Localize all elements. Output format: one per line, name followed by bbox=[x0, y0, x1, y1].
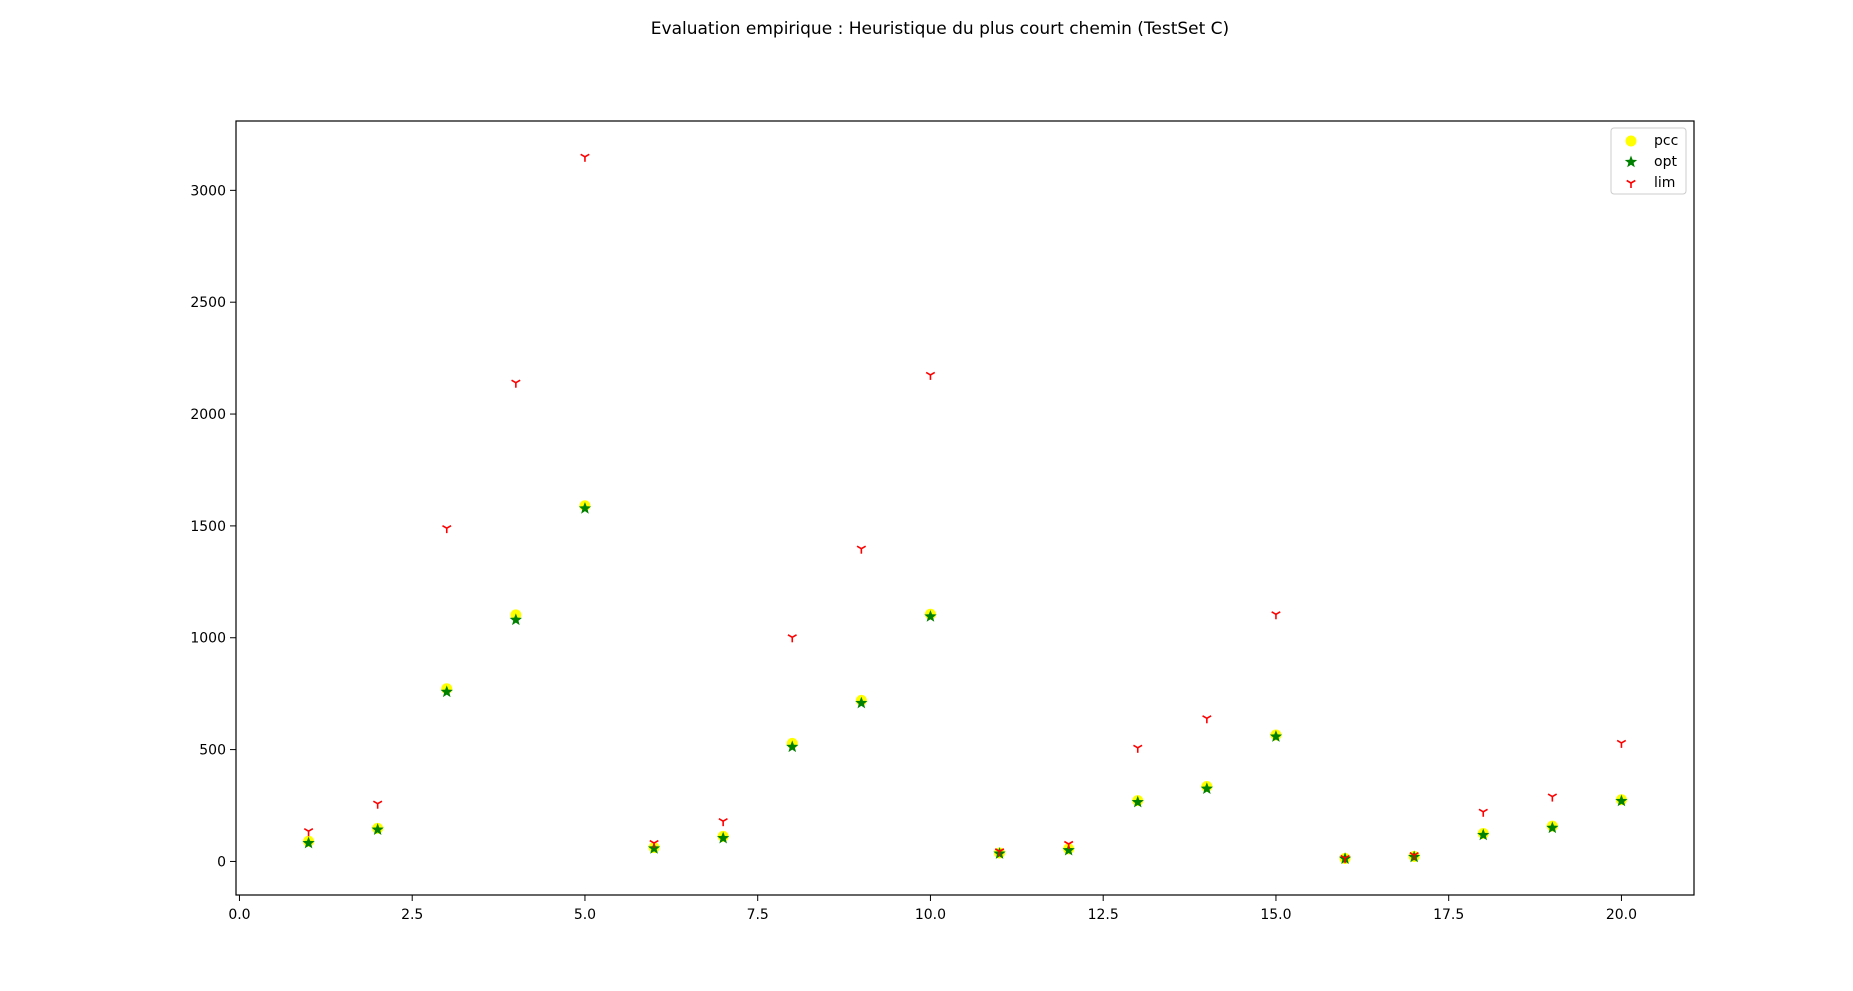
y-tick-label: 3000 bbox=[190, 183, 226, 199]
opt-point bbox=[1200, 782, 1214, 794]
y-tick-label: 1500 bbox=[190, 519, 226, 535]
legend-marker-pcc bbox=[1625, 135, 1637, 147]
opt-point bbox=[578, 501, 592, 514]
opt-point bbox=[1269, 730, 1283, 742]
opt-point bbox=[1615, 794, 1628, 807]
legend-label-opt: opt bbox=[1654, 154, 1677, 170]
lim-point bbox=[372, 800, 383, 809]
lim-point bbox=[1133, 744, 1143, 753]
lim-point bbox=[856, 545, 867, 554]
opt-point bbox=[786, 740, 799, 753]
opt-point bbox=[1477, 828, 1490, 841]
legend-label-pcc: pcc bbox=[1654, 133, 1678, 149]
x-tick-label: 17.5 bbox=[1433, 907, 1464, 923]
legend: pcc opt lim bbox=[1610, 127, 1687, 195]
lim-point bbox=[925, 371, 936, 380]
opt-point bbox=[440, 685, 453, 698]
lim-point bbox=[1409, 851, 1419, 861]
axes-frame bbox=[235, 120, 1695, 896]
y-tick-label: 2500 bbox=[190, 295, 226, 311]
plot-area: 0.0 2.5 5.0 7.5 10.0 12.5 15.0 17.5 20.0 0 500 1000… bbox=[190, 120, 1695, 923]
opt-point bbox=[302, 836, 315, 849]
x-tick-label: 15.0 bbox=[1260, 907, 1291, 923]
opt-point bbox=[1131, 795, 1144, 808]
opt-point bbox=[509, 613, 523, 626]
lim-point bbox=[787, 634, 797, 643]
y-tick-label: 500 bbox=[199, 743, 226, 759]
legend-marker-opt bbox=[1624, 155, 1638, 168]
chart-title: Evaluation empirique : Heuristique du pl… bbox=[651, 19, 1229, 39]
y-tick-label: 0 bbox=[217, 854, 226, 870]
lim-point bbox=[1478, 808, 1488, 817]
opt-point bbox=[1546, 821, 1559, 834]
lim-point bbox=[511, 379, 521, 388]
opt-point bbox=[924, 609, 937, 622]
legend-label-lim: lim bbox=[1654, 175, 1675, 191]
lim-point bbox=[1202, 715, 1212, 724]
lim-point bbox=[718, 817, 728, 827]
lim-point bbox=[442, 524, 452, 534]
legend-marker-lim bbox=[1626, 179, 1636, 188]
x-tick-label: 2.5 bbox=[401, 907, 423, 923]
x-tick-label: 0.0 bbox=[228, 907, 250, 923]
x-tick-label: 12.5 bbox=[1088, 907, 1119, 923]
lim-point bbox=[1547, 793, 1558, 802]
lim-point bbox=[1616, 739, 1627, 748]
opt-point bbox=[1062, 843, 1075, 856]
lim-point bbox=[649, 839, 659, 849]
legend-item-pcc: pcc bbox=[1625, 133, 1678, 149]
x-tick-label: 5.0 bbox=[574, 907, 596, 923]
lim-point bbox=[580, 153, 590, 162]
lim-point bbox=[1340, 854, 1350, 864]
lim-point bbox=[1271, 611, 1281, 620]
legend-item-opt: opt bbox=[1624, 154, 1677, 170]
lim-point bbox=[1063, 840, 1074, 849]
x-tick-label: 7.5 bbox=[747, 907, 769, 923]
y-tick-label: 2000 bbox=[190, 407, 226, 423]
opt-point bbox=[716, 831, 730, 844]
opt-point bbox=[855, 696, 868, 709]
lim-point bbox=[303, 828, 314, 837]
y-tick-label: 1000 bbox=[190, 631, 226, 647]
x-tick-label: 20.0 bbox=[1606, 907, 1637, 923]
lim-point bbox=[994, 848, 1005, 857]
opt-point bbox=[371, 823, 384, 835]
series-lim bbox=[303, 153, 1627, 864]
legend-item-lim: lim bbox=[1626, 175, 1675, 191]
x-tick-label: 10.0 bbox=[915, 907, 946, 923]
